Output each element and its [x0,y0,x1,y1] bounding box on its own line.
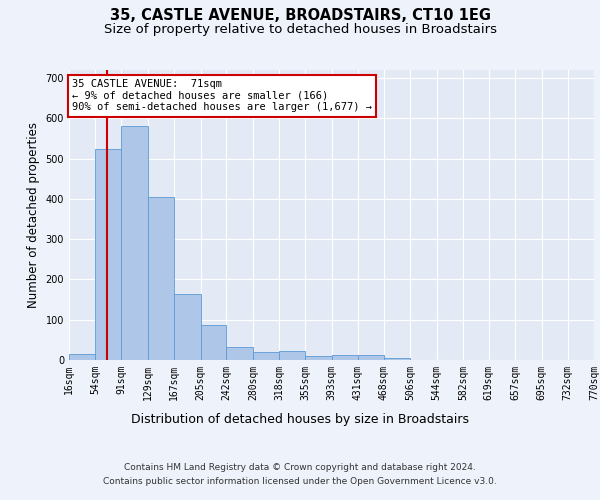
Bar [226,346,253,360]
Bar [200,324,226,360]
Text: 35, CASTLE AVENUE, BROADSTAIRS, CT10 1EG: 35, CASTLE AVENUE, BROADSTAIRS, CT10 1EG [110,8,491,22]
Text: Contains HM Land Registry data © Crown copyright and database right 2024.: Contains HM Land Registry data © Crown c… [124,462,476,471]
Bar [358,355,384,360]
Bar [331,355,358,360]
Bar [279,351,305,360]
Text: Size of property relative to detached houses in Broadstairs: Size of property relative to detached ho… [104,22,497,36]
Bar [95,148,121,360]
Bar [69,354,95,360]
Y-axis label: Number of detached properties: Number of detached properties [27,122,40,308]
Bar [174,294,200,360]
Text: Contains public sector information licensed under the Open Government Licence v3: Contains public sector information licen… [103,478,497,486]
Text: Distribution of detached houses by size in Broadstairs: Distribution of detached houses by size … [131,412,469,426]
Bar [305,356,331,360]
Bar [148,197,174,360]
Text: 35 CASTLE AVENUE:  71sqm
← 9% of detached houses are smaller (166)
90% of semi-d: 35 CASTLE AVENUE: 71sqm ← 9% of detached… [72,80,372,112]
Bar [253,352,279,360]
Bar [121,126,148,360]
Bar [384,358,410,360]
